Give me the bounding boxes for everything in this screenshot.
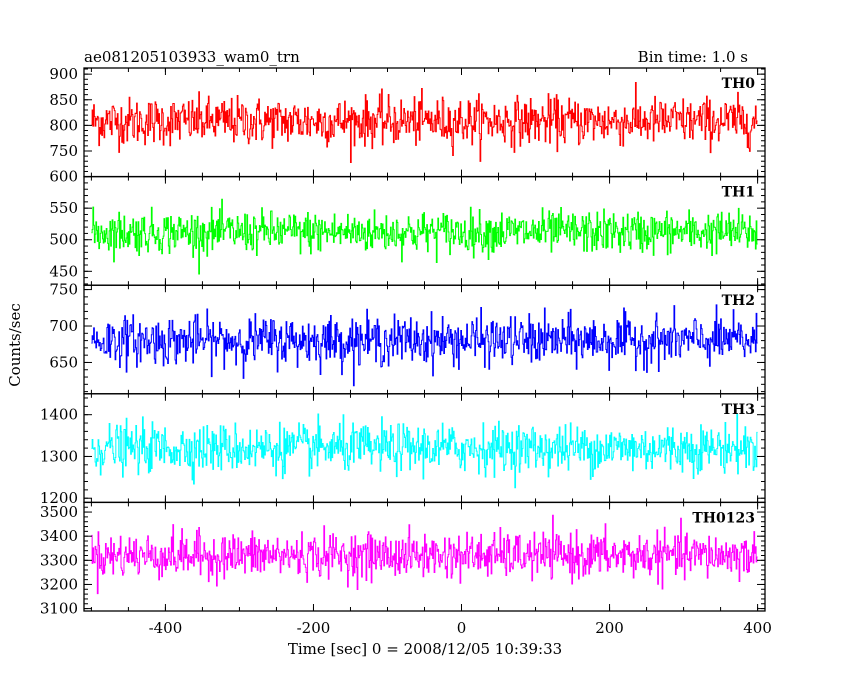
x-axis-label: Time [sec] 0 = 2008/12/05 10:39:33 — [288, 640, 562, 658]
y-tick-label: 450 — [49, 262, 78, 280]
panel-th2: 650 700 750 TH2 — [49, 281, 766, 395]
y-tick-label: 1300 — [40, 447, 78, 465]
series-th2 — [91, 304, 758, 387]
chart-title: ae081205103933_wam0_trn — [84, 48, 300, 66]
legend-th0123: TH0123 — [692, 510, 755, 526]
x-axis: -400 -200 0 200 400 — [149, 619, 772, 637]
panel-th1: 450 500 550 600 TH1 — [49, 168, 766, 286]
legend-th2: TH2 — [722, 293, 755, 309]
panel-th0: 750 800 850 900 TH0 — [49, 65, 766, 178]
y-tick-label: 3400 — [40, 527, 78, 545]
y-tick-label: 1200 — [40, 489, 78, 507]
panel-th3: 1200 1300 1400 TH3 — [40, 393, 766, 507]
y-tick-label: 700 — [49, 317, 78, 335]
x-tick-label: -400 — [149, 619, 183, 637]
y-tick-label: 500 — [49, 231, 78, 249]
panel-th0123: 3100 3200 3300 3400 3500 TH0123 — [40, 501, 766, 618]
y-tick-label: 600 — [49, 168, 78, 186]
y-tick-label: 850 — [49, 91, 78, 109]
y-tick-label: 800 — [49, 116, 78, 134]
y-tick-label: 750 — [49, 142, 78, 160]
y-tick-label: 550 — [49, 199, 78, 217]
legend-th1: TH1 — [722, 185, 755, 201]
legend-th3: TH3 — [722, 402, 755, 418]
x-tick-label: 200 — [595, 619, 624, 637]
y-tick-label: 3100 — [40, 600, 78, 618]
x-tick-label: 0 — [457, 619, 467, 637]
series-th3 — [91, 413, 758, 489]
y-axis-label: Counts/sec — [6, 303, 24, 387]
y-tick-label: 900 — [49, 65, 78, 83]
series-th1 — [91, 198, 758, 275]
panels: 750 800 850 900 TH0 450 500 550 600 TH1 650 700 750 T… — [40, 65, 766, 618]
y-tick-label: 1400 — [40, 406, 78, 424]
x-tick-label: 400 — [743, 619, 772, 637]
x-tick-label: -200 — [297, 619, 331, 637]
series-th0 — [91, 82, 758, 163]
series-th0123 — [91, 514, 758, 595]
y-tick-label: 750 — [49, 281, 78, 299]
y-tick-label: 3500 — [40, 503, 78, 521]
y-tick-label: 650 — [49, 353, 78, 371]
bin-time-label: Bin time: 1.0 s — [638, 48, 748, 66]
legend-th0: TH0 — [722, 76, 756, 92]
y-tick-label: 3300 — [40, 551, 78, 569]
y-tick-label: 3200 — [40, 575, 78, 593]
